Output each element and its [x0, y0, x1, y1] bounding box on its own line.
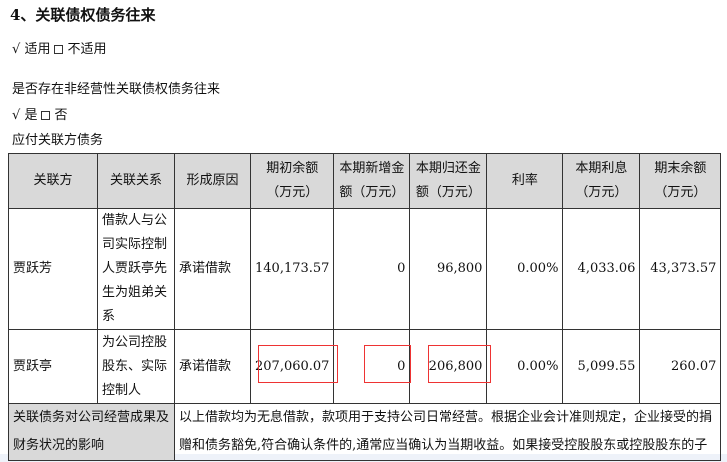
header-row: 关联方 关联关系 形成原因 期初余额（万元） 本期新增金额（万元） 本期归还金额…: [8, 153, 722, 209]
answer-line: √ 是否: [12, 108, 68, 123]
question-line: 是否存在非经营性关联债权债务往来: [12, 82, 221, 97]
impact-row: 关联债务对公司经营成果及财务状况的影响 以上借款均为无息借款，款项用于支持公司日…: [8, 403, 722, 461]
header-cell: 本期新增金额（万元）: [333, 153, 411, 209]
header-cell: 形成原因: [174, 153, 251, 209]
applicable-line: √ 适用 不适用: [12, 42, 107, 57]
header-cell: 本期利息（万元）: [562, 153, 641, 209]
table-row: 贾跃芳 借款人与公司实际控制人贾跃亭先生为姐弟关系 承诺借款 140,173.5…: [8, 208, 722, 330]
checkbox-icon: [54, 45, 64, 54]
header-cell: 期初余额（万元）: [249, 153, 335, 209]
section-title: 4、关联债权债务往来: [10, 6, 156, 24]
header-cell: 本期归还金额（万元）: [409, 153, 488, 209]
checkbox-icon: [41, 111, 51, 120]
header-cell: 期末余额（万元）: [639, 153, 722, 209]
header-cell: 关联方: [8, 153, 98, 209]
header-cell: 利率: [486, 153, 564, 209]
subtitle: 应付关联方债务: [12, 133, 104, 148]
header-cell: 关联关系: [97, 153, 175, 209]
table-row: 贾跃亭 为公司控股股东、实际控制人 承诺借款 207,060.07 0 206,…: [8, 329, 722, 404]
debt-table: 关联方 关联关系 形成原因 期初余额（万元） 本期新增金额（万元） 本期归还金额…: [8, 153, 722, 461]
